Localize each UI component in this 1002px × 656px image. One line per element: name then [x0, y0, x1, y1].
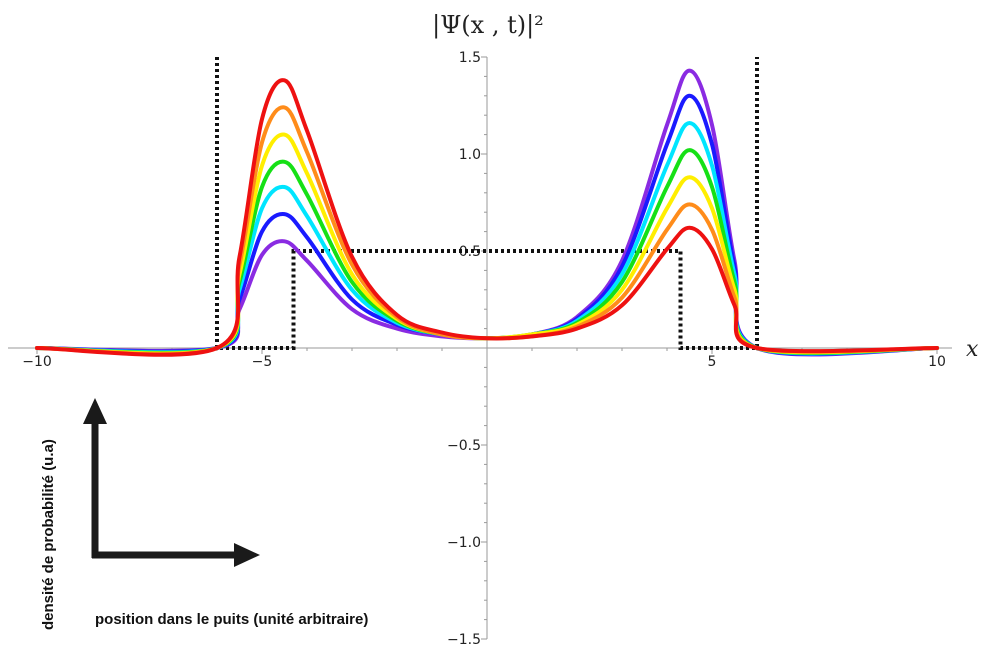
x-annotation-label: position dans le puits (unité arbitraire… [95, 611, 369, 628]
chart-title: |Ψ(x , t)|² [432, 11, 544, 40]
ticks: −10 −5 5 10 −1.5 −1.0 −0.5 0.5 1.0 1.5 [22, 50, 946, 648]
y-tick-label: 0.5 [459, 244, 481, 260]
series-line-7 [35, 78, 939, 357]
y-tick-label: −0.5 [447, 438, 481, 454]
y-tick-label: −1.5 [447, 632, 481, 648]
annotation-arrows [83, 398, 260, 567]
y-tick-label: 1.5 [459, 50, 481, 66]
x-axis-label: x [966, 337, 979, 362]
x-arrow-head [234, 543, 260, 567]
series-layer [35, 68, 939, 357]
y-annotation-label: densité de probabilité (u.a) [40, 439, 57, 630]
y-tick-label: −1.0 [447, 535, 481, 551]
x-tick-label: 10 [928, 354, 946, 370]
y-tick-label: 1.0 [459, 147, 481, 163]
x-tick-label: 5 [708, 354, 717, 370]
y-arrow-head [83, 398, 107, 424]
x-tick-label: −5 [252, 354, 273, 370]
x-tick-label: −10 [22, 354, 52, 370]
